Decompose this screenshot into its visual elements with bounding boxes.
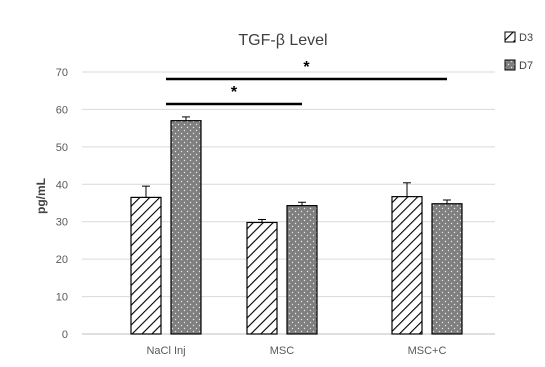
- y-axis-title: pg/mL: [34, 178, 48, 214]
- x-tick-label: MSC+C: [408, 345, 447, 357]
- y-tick-label: 40: [56, 179, 68, 191]
- y-tick-label: 60: [56, 104, 68, 116]
- bar-d3: [391, 196, 423, 335]
- x-tick-label: MSC: [270, 345, 295, 357]
- bar-d7: [286, 205, 318, 335]
- y-tick-label: 20: [56, 254, 68, 266]
- x-tick-label: NaCl Inj: [146, 345, 185, 357]
- legend: D3 D7: [504, 31, 533, 72]
- legend-label-d7: D7: [519, 60, 533, 72]
- legend-label-d3: D3: [519, 32, 533, 44]
- bar-d3: [130, 196, 162, 335]
- y-tick-label: 30: [56, 217, 68, 229]
- bar-d7: [170, 120, 202, 335]
- y-tick-label: 0: [62, 329, 68, 341]
- significance-star: *: [303, 59, 310, 76]
- bar-d3: [246, 221, 278, 335]
- chart-title: TGF-β Level: [238, 32, 327, 49]
- y-tick-label: 70: [56, 67, 68, 79]
- y-tick-label: 50: [56, 142, 68, 154]
- y-tick-label: 10: [56, 292, 68, 304]
- significance-star: *: [231, 84, 238, 101]
- legend-swatch-d3: [504, 31, 516, 43]
- legend-swatch-d7: [504, 59, 516, 71]
- bar-d7: [431, 203, 463, 335]
